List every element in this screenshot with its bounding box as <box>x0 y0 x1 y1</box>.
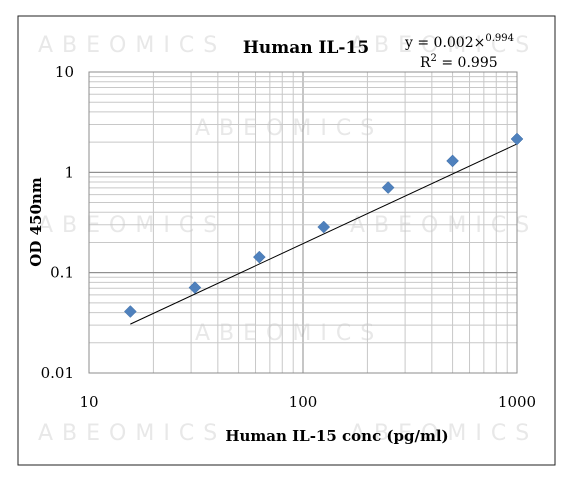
equation-text: y = 0.002× <box>404 35 485 51</box>
y-tick-label: 10 <box>55 63 74 81</box>
y-tick-label: 1 <box>64 163 74 181</box>
x-tick-labels: 10 100 1000 <box>79 393 536 411</box>
equation-exponent: 0.994 <box>485 33 514 44</box>
y-axis-label: OD 450nm <box>27 177 45 267</box>
data-points <box>123 132 524 318</box>
watermark-text: ABEOMICS <box>38 33 226 58</box>
chart-frame <box>17 15 556 466</box>
x-tick-label: 100 <box>289 393 318 411</box>
watermark-text: ABEOMICS <box>350 33 538 58</box>
r2-value: = 0.995 <box>437 55 498 71</box>
r2-superscript: 2 <box>431 53 437 64</box>
watermark-text: ABEOMICS <box>195 116 383 141</box>
x-tick-label: 1000 <box>498 393 536 411</box>
data-point <box>123 305 137 318</box>
trendline <box>130 143 518 325</box>
data-point <box>188 281 202 294</box>
r2-prefix: R <box>420 55 431 71</box>
plot-area-border <box>88 71 518 374</box>
data-point <box>252 250 266 264</box>
chart-title: Human IL-15 <box>243 38 369 58</box>
x-tick-label: 10 <box>79 393 98 411</box>
x-axis-label: Human IL-15 conc (pg/ml) <box>225 427 448 445</box>
data-point <box>446 154 459 168</box>
watermark-text: ABEOMICS <box>38 421 226 446</box>
watermark-layer: ABEOMICS ABEOMICS ABEOMICS ABEOMICS ABEO… <box>38 33 538 446</box>
watermark-text: ABEOMICS <box>38 213 226 238</box>
r-squared: R2 = 0.995 <box>420 53 498 71</box>
data-point <box>317 220 331 234</box>
trendline-equation: y = 0.002×0.994 <box>404 33 514 51</box>
y-tick-label: 0.1 <box>50 264 74 282</box>
grid-lines <box>88 71 518 374</box>
y-tick-labels: 0.01 0.1 1 10 <box>41 63 74 382</box>
y-tick-label: 0.01 <box>41 364 74 382</box>
watermark-text: ABEOMICS <box>350 421 538 446</box>
data-point <box>381 181 395 194</box>
data-point <box>510 132 524 146</box>
watermark-text: ABEOMICS <box>350 213 538 238</box>
